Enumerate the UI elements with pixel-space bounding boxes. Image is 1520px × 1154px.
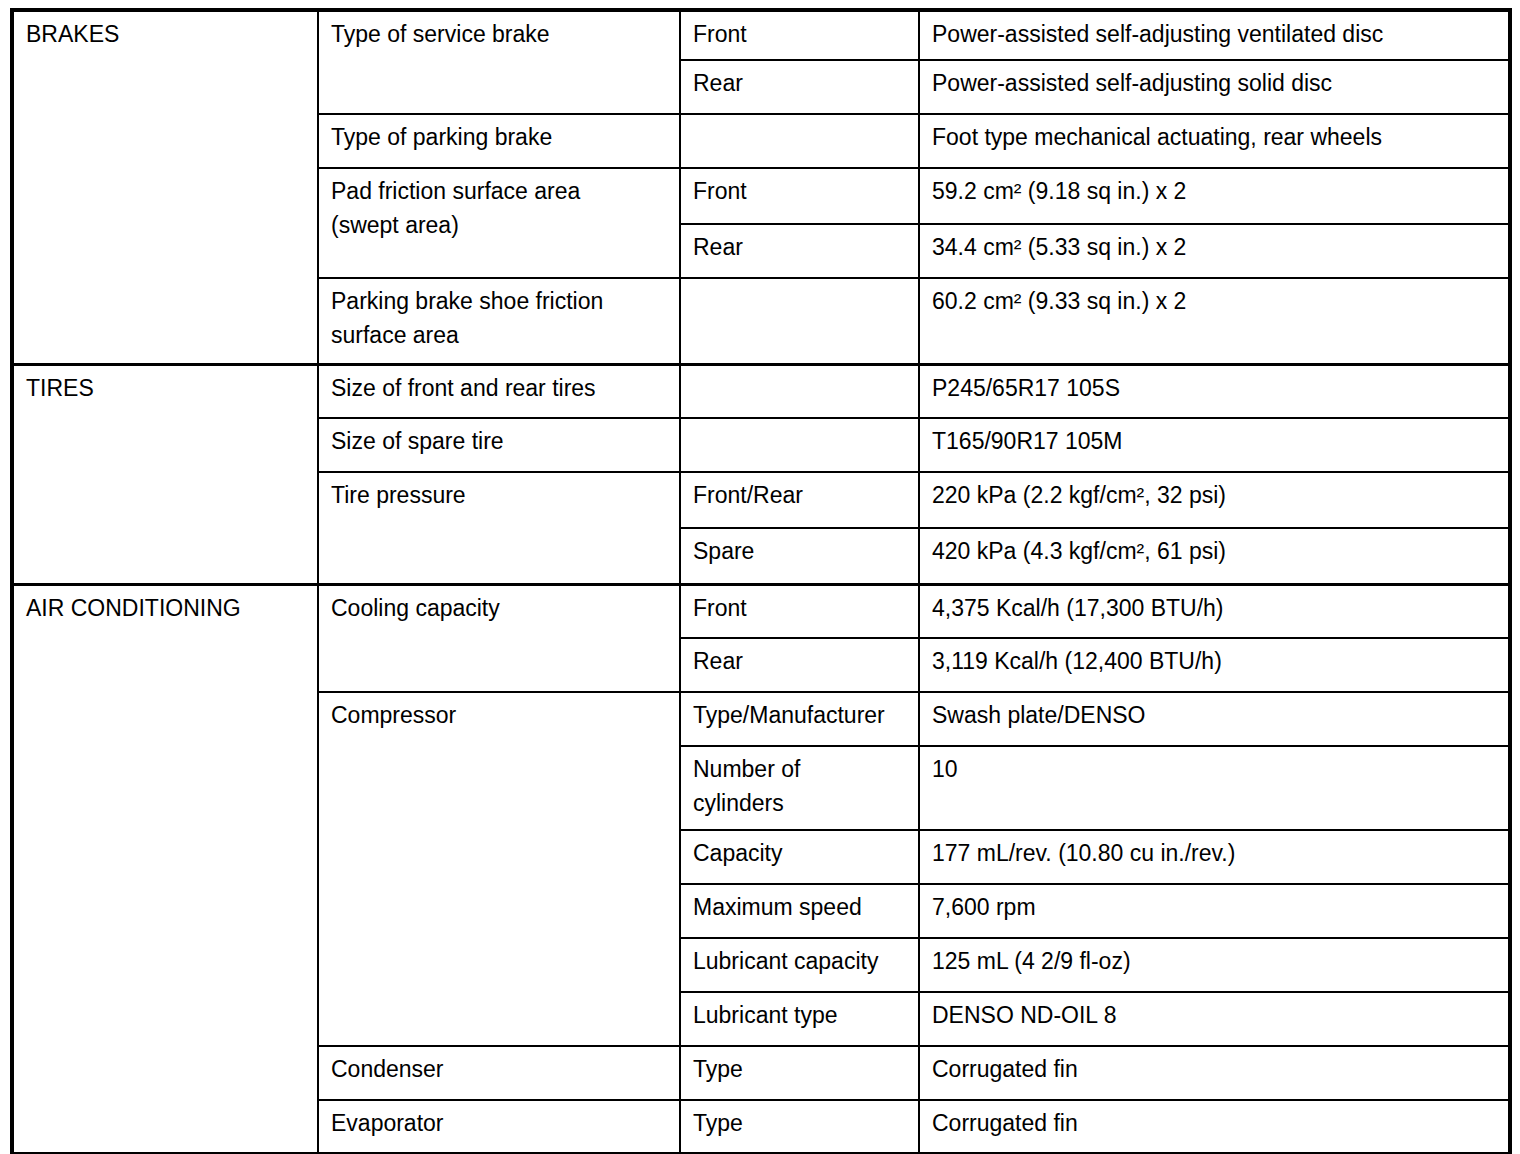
sub-label: Type <box>680 1100 919 1154</box>
spec-value: 60.2 cm² (9.33 sq in.) x 2 <box>919 278 1510 364</box>
item-label: Evaporator <box>318 1100 680 1154</box>
spec-value: 7,600 rpm <box>919 884 1510 938</box>
category-cell-air-conditioning: AIR CONDITIONING <box>12 584 318 1154</box>
item-label: Pad friction surface area (swept area) <box>318 168 680 278</box>
sub-label <box>680 418 919 472</box>
item-label: Parking brake shoe friction surface area <box>318 278 680 364</box>
spec-value: 177 mL/rev. (10.80 cu in./rev.) <box>919 830 1510 884</box>
spec-value: 10 <box>919 746 1510 830</box>
spec-value: Power-assisted self-adjusting ventilated… <box>919 10 1510 60</box>
table-row: TIRES Size of front and rear tires P245/… <box>12 364 1510 418</box>
sub-label: Number of cylinders <box>680 746 919 830</box>
sub-label: Front <box>680 584 919 638</box>
spec-value: 3,119 Kcal/h (12,400 BTU/h) <box>919 638 1510 692</box>
sub-label <box>680 114 919 168</box>
sub-label: Type <box>680 1046 919 1100</box>
item-label: Type of service brake <box>318 10 680 114</box>
table-row: BRAKES Type of service brake Front Power… <box>12 10 1510 60</box>
category-cell-tires: TIRES <box>12 364 318 584</box>
sub-label: Capacity <box>680 830 919 884</box>
spec-value: 125 mL (4 2/9 fl-oz) <box>919 938 1510 992</box>
item-label: Size of spare tire <box>318 418 680 472</box>
sub-label: Spare <box>680 528 919 584</box>
spec-value: 420 kPa (4.3 kgf/cm², 61 psi) <box>919 528 1510 584</box>
page: BRAKES Type of service brake Front Power… <box>0 0 1520 1154</box>
item-label: Type of parking brake <box>318 114 680 168</box>
sub-label: Front <box>680 10 919 60</box>
spec-value: Power-assisted self-adjusting solid disc <box>919 60 1510 114</box>
spec-value: Corrugated fin <box>919 1100 1510 1154</box>
spec-value: 34.4 cm² (5.33 sq in.) x 2 <box>919 224 1510 278</box>
item-label: Size of front and rear tires <box>318 364 680 418</box>
spec-value: 220 kPa (2.2 kgf/cm², 32 psi) <box>919 472 1510 528</box>
item-label: Compressor <box>318 692 680 1046</box>
sub-label: Lubricant capacity <box>680 938 919 992</box>
sub-label: Rear <box>680 60 919 114</box>
sub-label: Rear <box>680 638 919 692</box>
sub-label: Maximum speed <box>680 884 919 938</box>
spec-value: Corrugated fin <box>919 1046 1510 1100</box>
sub-label <box>680 278 919 364</box>
vehicle-spec-table: BRAKES Type of service brake Front Power… <box>10 8 1512 1154</box>
item-label: Tire pressure <box>318 472 680 584</box>
spec-value: 4,375 Kcal/h (17,300 BTU/h) <box>919 584 1510 638</box>
sub-label: Front/Rear <box>680 472 919 528</box>
spec-value: DENSO ND-OIL 8 <box>919 992 1510 1046</box>
category-cell-brakes: BRAKES <box>12 10 318 364</box>
item-label: Condenser <box>318 1046 680 1100</box>
spec-value: T165/90R17 105M <box>919 418 1510 472</box>
sub-label: Lubricant type <box>680 992 919 1046</box>
sub-label <box>680 364 919 418</box>
sub-label: Front <box>680 168 919 224</box>
sub-label: Rear <box>680 224 919 278</box>
spec-value: Foot type mechanical actuating, rear whe… <box>919 114 1510 168</box>
table-row: AIR CONDITIONING Cooling capacity Front … <box>12 584 1510 638</box>
spec-value: P245/65R17 105S <box>919 364 1510 418</box>
item-label: Cooling capacity <box>318 584 680 692</box>
sub-label: Type/Manufacturer <box>680 692 919 746</box>
spec-value: Swash plate/DENSO <box>919 692 1510 746</box>
spec-value: 59.2 cm² (9.18 sq in.) x 2 <box>919 168 1510 224</box>
